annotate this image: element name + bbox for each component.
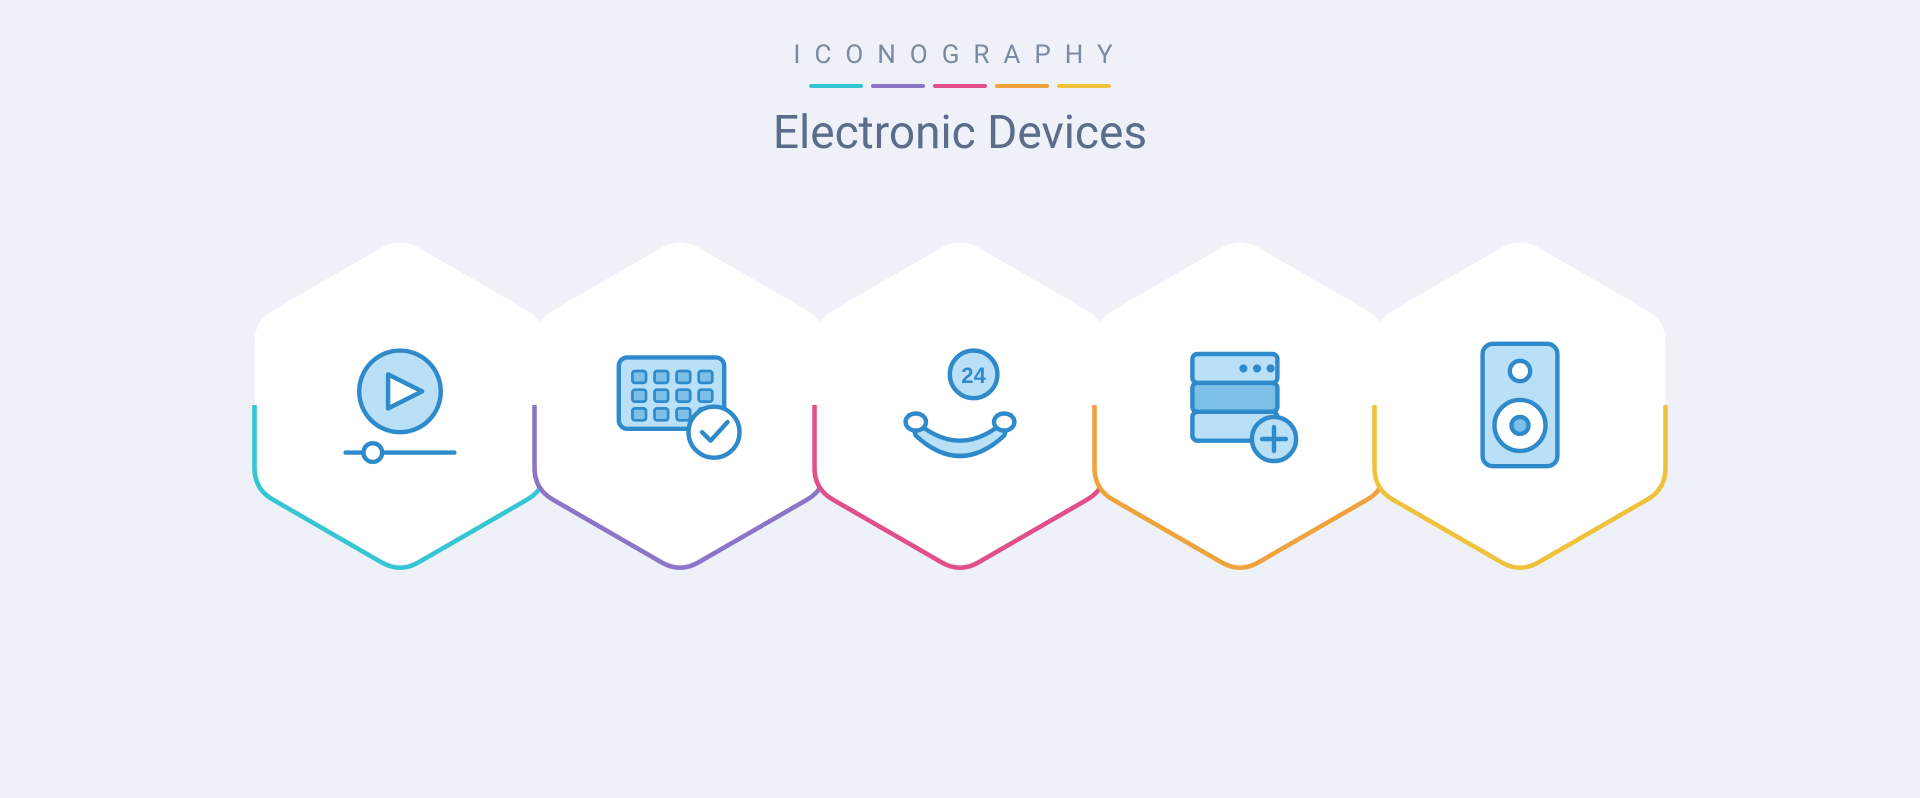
icon-row: 24 [0, 230, 1920, 580]
accent-segment [933, 84, 987, 88]
accent-segment [995, 84, 1049, 88]
accent-segment [871, 84, 925, 88]
page-title: Electronic Devices [773, 106, 1147, 160]
accent-segment [1057, 84, 1111, 88]
hex-tile-speaker [1345, 230, 1695, 580]
accent-segment [809, 84, 863, 88]
accent-bar [809, 84, 1111, 88]
speaker-icon [1345, 230, 1695, 580]
brand-label: ICONOGRAPHY [793, 40, 1126, 70]
svg-text:24: 24 [961, 363, 986, 388]
